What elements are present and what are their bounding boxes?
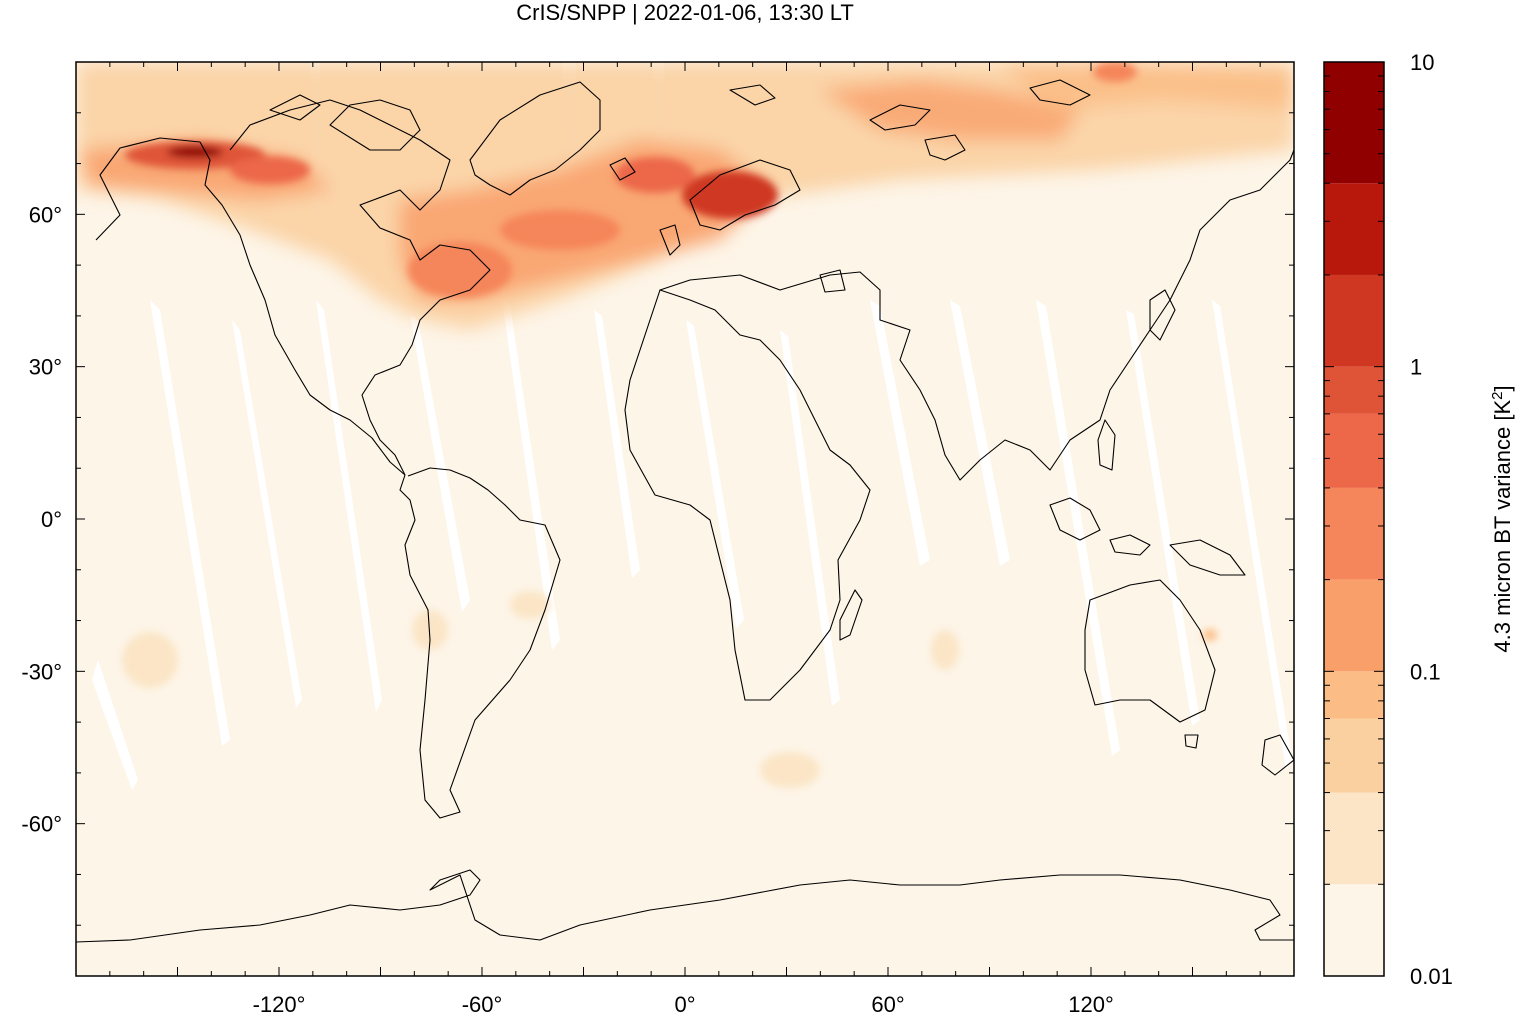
map-minor-ticks [76, 62, 1294, 976]
colorbar-tick-label: 0.01 [1410, 964, 1453, 989]
colorbar-tick-label: 0.1 [1410, 659, 1441, 684]
y-axis-tick-labels: 60° 30° 0° -30° -60° [21, 202, 62, 836]
colorbar-segments [1324, 62, 1384, 976]
colorbar-segment [1324, 413, 1384, 488]
colorbar-segment [1324, 718, 1384, 793]
colorbar-segment [1324, 62, 1384, 184]
coastlines [76, 79, 1294, 943]
colorbar-segment [1324, 579, 1384, 672]
colorbar-segment [1324, 487, 1384, 580]
map-title: CrIS/SNPP | 2022-01-06, 13:30 LT [516, 0, 854, 25]
x-axis-tick-labels: -120° -60° 0° 60° 120° [253, 992, 1114, 1017]
x-tick-label: 0° [674, 992, 695, 1017]
colorbar-tick-label: 10 [1410, 50, 1434, 75]
y-tick-label: -30° [21, 659, 62, 684]
colorbar-segment [1324, 671, 1384, 719]
colorbar: 10 1 0.1 0.01 4.3 micron BT variance [K2] [1323, 50, 1515, 989]
colorbar-frame [1323, 61, 1385, 977]
y-tick-label: 0° [41, 507, 62, 532]
colorbar-segment [1324, 274, 1384, 367]
map-plot-area [76, 62, 1294, 976]
variance-field [76, 62, 1294, 788]
orbit-gaps [92, 62, 1292, 790]
colorbar-segment [1324, 366, 1384, 414]
y-tick-label: -60° [21, 812, 62, 837]
y-tick-label: 60° [29, 202, 62, 227]
colorbar-tick-label: 1 [1410, 355, 1422, 380]
colorbar-label: 4.3 micron BT variance [K2] [1489, 385, 1515, 652]
x-tick-label: 120° [1068, 992, 1114, 1017]
x-tick-label: -60° [462, 992, 503, 1017]
x-tick-label: -120° [253, 992, 306, 1017]
y-tick-label: 30° [29, 355, 62, 380]
x-tick-label: 60° [871, 992, 904, 1017]
colorbar-segment [1324, 884, 1384, 976]
colorbar-ticks [1324, 75, 1384, 977]
colorbar-segment [1324, 792, 1384, 885]
colorbar-tick-labels: 10 1 0.1 0.01 [1410, 50, 1453, 989]
colorbar-segment [1324, 183, 1384, 275]
